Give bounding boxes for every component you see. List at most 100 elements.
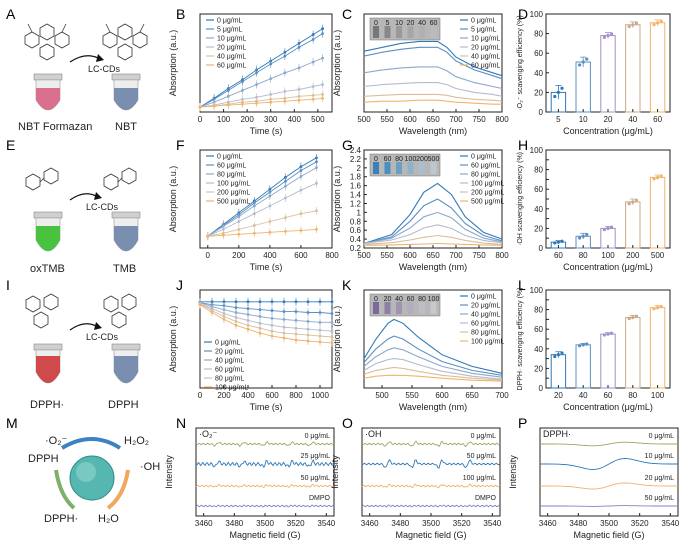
y-axis-label: Absorption (a.u.) [332,30,342,97]
series-line [207,167,317,237]
legend-label: 10 μg/mL [471,36,500,43]
series-line [199,57,323,108]
x-tick-label: 3540 [317,519,335,528]
x-tick-label: 800 [289,391,303,400]
epr-trace [361,459,501,469]
replicate-point [560,86,564,90]
data-point [270,323,274,327]
data-point [318,311,322,314]
x-tick-label: 3480 [391,519,409,528]
series-line [363,40,503,77]
species-oh: ·OH [140,461,160,473]
y-tick-label: 0.8 [350,217,362,226]
replicate-point [609,331,614,335]
series-line [363,347,503,378]
chart-o: Magnetic field (G) Intensity 3460 3480 3500 3… [330,427,502,540]
x-tick-label: 500 [375,391,389,400]
trace-label: 0 μg/mL [649,433,675,440]
chart-h: Concentration (μg/mL) ·OH scavenging effi… [517,146,671,272]
data-point [234,306,238,310]
data-point [283,90,287,93]
epr-trace [540,505,678,507]
data-point [270,317,274,320]
data-point [318,328,322,332]
y-axis-label: Absorption (a.u.) [332,306,342,373]
x-tick-label: 0 [198,115,203,124]
replicate-point [560,239,564,243]
y-tick-label: 1.2 [350,199,362,208]
data-point [315,160,318,164]
replicate-point [602,333,607,337]
x-tick-label: 700 [495,391,509,400]
legend-label: 80 μg/mL [215,376,244,383]
legend: 0 μg/mL 20 μg/mL 40 μg/mL 60 μg/mL 80 μg/mL 1… [204,340,248,392]
replicate-point [634,314,638,318]
inset-vial [430,302,437,314]
x-tick-label: 600 [403,115,417,124]
data-point [269,100,273,104]
inset-label: 10 [395,20,403,27]
data-point [237,220,241,223]
replicate-point [652,177,656,181]
inset-vial [396,162,402,174]
data-point [246,300,250,304]
data-point [282,325,286,329]
category-label: 40 [628,115,637,124]
scheme-right-label: DPPH [108,399,139,411]
x-axis-label: Magnetic field (G) [229,530,300,540]
series-line [363,46,503,80]
legend-label: 20 μg/mL [471,45,500,52]
chart-l: Concentration (μg/mL) DPPH· scavenging ef… [517,286,671,412]
x-axis-label: Concentration (μg/mL) [563,262,653,272]
species-dpph-radical: DPPH· [44,513,78,525]
data-point [315,209,318,213]
replicate-point [656,21,660,25]
replicate-point [581,60,585,64]
y-tick-label: 80 [534,166,543,175]
y-tick-label: 40 [534,69,543,78]
bar [625,201,641,249]
data-point [321,56,324,60]
epr-trace [361,440,501,448]
data-point [268,220,272,223]
inset-label: 60 [407,296,415,303]
y-axis-label: Intensity [164,455,174,489]
y-axis-label: Absorption (a.u.) [332,166,342,233]
x-tick-label: 3460 [361,519,379,528]
category-label: 60 [604,391,613,400]
plot-frame [545,13,671,113]
bar [649,176,666,249]
data-point [212,104,216,108]
epr-trace [195,483,335,489]
x-axis-label: Time (s) [250,402,283,412]
y-axis-label: DPPH· scavenging efficiency (%) [517,288,524,391]
epr-trace [361,504,501,508]
x-tick-label: 3480 [569,519,587,528]
panel-label-k: K [342,277,352,293]
data-point [318,300,322,304]
inset-label: 100 [405,156,417,163]
tube-right-liquid [114,88,138,110]
trace-label: 50 μg/mL [301,475,330,482]
x-tick-label: 500 [311,115,325,124]
data-point [258,308,262,311]
bar [575,61,591,113]
data-point [198,105,202,109]
panel-label-l: L [518,277,526,293]
inset-label: 0 [374,296,378,303]
data-point [284,196,287,200]
x-axis-label: Magnetic field (G) [395,530,466,540]
data-point [306,327,310,331]
data-point [237,227,241,231]
y-tick-label: 1.8 [350,173,362,182]
category-label: 20 [604,115,613,124]
chart-p: Magnetic field (G) Intensity 3460 3480 3500 3… [508,427,680,540]
chart-d: Concentration (μg/mL) ·O₂⁻ scavenging eff… [517,10,671,136]
replicate-point [585,342,589,346]
replicate-point [634,21,638,25]
reaction-arrow [69,55,99,63]
y-tick-label: 40 [534,345,543,354]
data-point [294,300,298,304]
data-point [284,229,287,233]
bar [625,316,641,389]
